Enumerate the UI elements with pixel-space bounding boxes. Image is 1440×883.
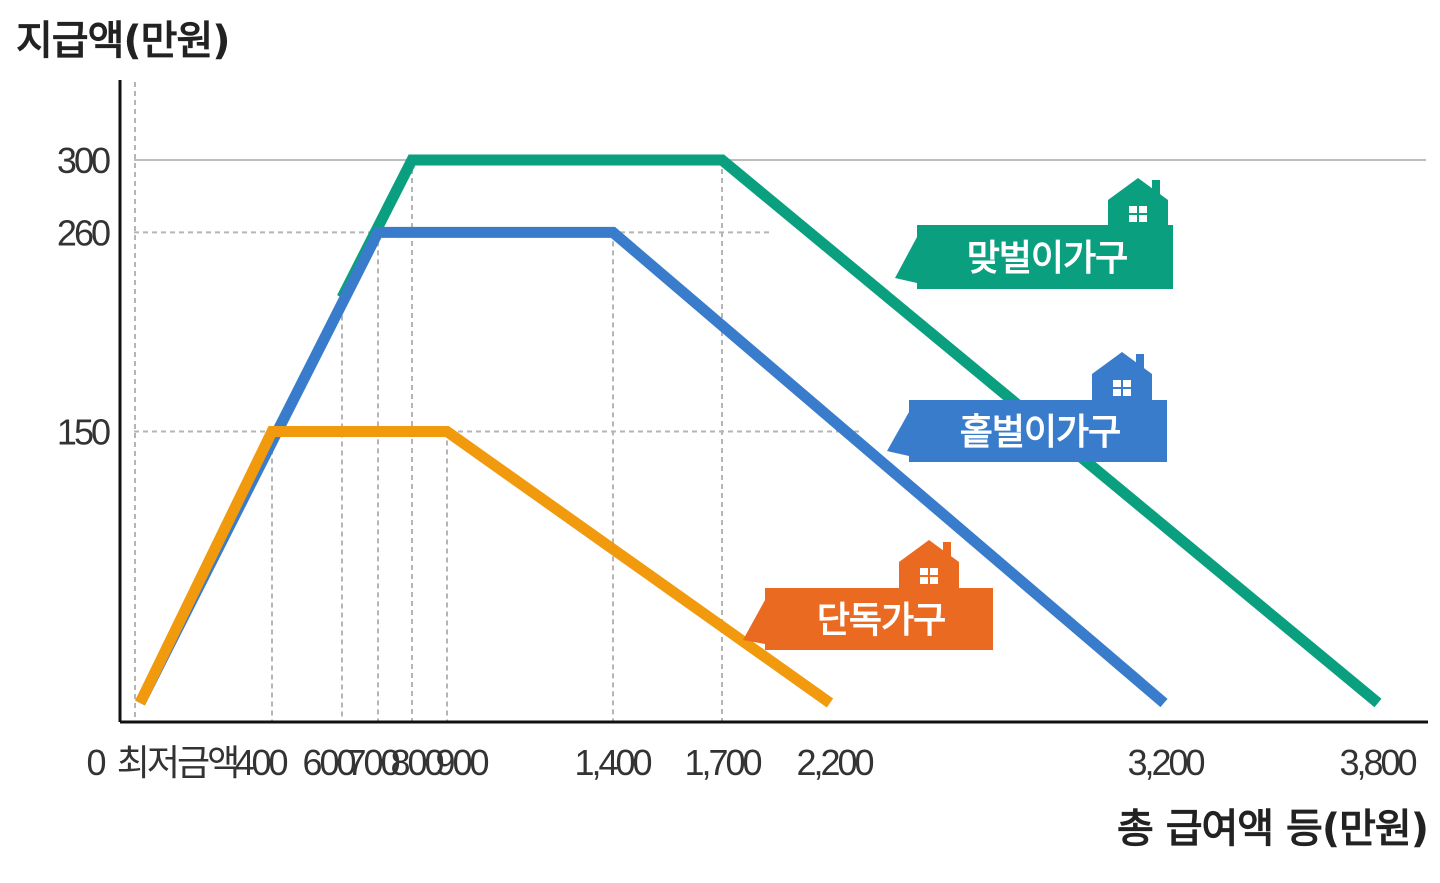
x-tick-label-0: 0 bbox=[86, 742, 105, 783]
label-pointer bbox=[895, 237, 917, 283]
y-tick-label-300: 300 bbox=[57, 140, 110, 181]
x-tick-label-3,800: 3,800 bbox=[1339, 742, 1416, 783]
label-text: 단독가구 bbox=[817, 600, 945, 641]
label-box bbox=[765, 588, 993, 650]
x-tick-label-600: 600 bbox=[302, 742, 355, 783]
x-tick-label-3,200: 3,200 bbox=[1127, 742, 1204, 783]
series-label-홑벌이가구: 홑벌이가구 bbox=[887, 352, 1167, 462]
x-tick-label-1,400: 1,400 bbox=[574, 742, 651, 783]
label-pointer bbox=[743, 600, 765, 644]
series-label-단독가구: 단독가구 bbox=[743, 540, 993, 650]
x-tick-label-900: 900 bbox=[435, 742, 488, 783]
series-line-단독가구 bbox=[135, 426, 834, 708]
label-text: 맞벌이가구 bbox=[967, 238, 1128, 279]
x-tick-label-700: 700 bbox=[346, 742, 399, 783]
y-tick-label-150: 150 bbox=[57, 412, 110, 453]
label-box bbox=[917, 225, 1173, 289]
house-icon bbox=[899, 540, 959, 590]
label-pointer bbox=[887, 412, 909, 456]
y-tick-label-260: 260 bbox=[57, 212, 110, 253]
x-axis-title: 총 급여액 등(만원) bbox=[1116, 806, 1429, 852]
x-tick-label-1,700: 1,700 bbox=[684, 742, 761, 783]
house-icon bbox=[1108, 178, 1168, 228]
x-tick-label-400: 400 bbox=[234, 742, 287, 783]
x-tick-label-800: 800 bbox=[390, 742, 443, 783]
label-box bbox=[909, 400, 1167, 462]
series-label-맞벌이가구: 맞벌이가구 bbox=[895, 178, 1173, 289]
x-tick-label-2,200: 2,200 bbox=[796, 742, 873, 783]
y-axis-title: 지급액(만원) bbox=[16, 18, 231, 64]
x-tick-label-최저금액: 최저금액 bbox=[117, 742, 237, 783]
house-icon bbox=[1092, 352, 1152, 402]
label-text: 홑벌이가구 bbox=[960, 412, 1121, 453]
series-line-홑벌이가구 bbox=[135, 226, 1168, 708]
